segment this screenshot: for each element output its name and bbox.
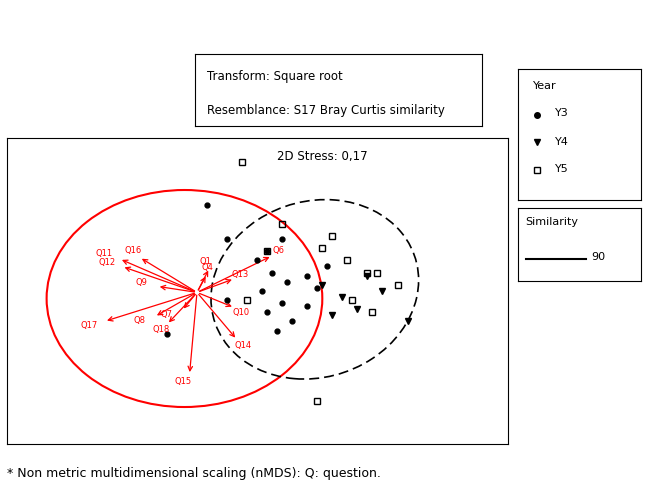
Text: 2D Stress: 0,17: 2D Stress: 0,17 — [277, 150, 367, 163]
Text: Q11: Q11 — [96, 249, 113, 258]
Text: Q4: Q4 — [201, 263, 213, 273]
Text: Q1: Q1 — [200, 257, 212, 266]
Text: Resemblance: S17 Bray Curtis similarity: Resemblance: S17 Bray Curtis similarity — [207, 105, 445, 117]
Text: Q8: Q8 — [133, 316, 145, 325]
Text: Q10: Q10 — [232, 308, 249, 317]
Text: Q7: Q7 — [161, 310, 173, 319]
Text: Q6: Q6 — [272, 246, 284, 255]
Text: 90: 90 — [592, 252, 605, 262]
Text: Y5: Y5 — [555, 164, 569, 174]
Text: Q12: Q12 — [98, 258, 115, 267]
Text: Q17: Q17 — [81, 320, 98, 330]
Text: Year: Year — [533, 81, 557, 91]
Text: Q14: Q14 — [234, 341, 252, 350]
Text: Q13: Q13 — [232, 271, 249, 280]
Text: Y4: Y4 — [555, 137, 569, 146]
Text: Similarity: Similarity — [525, 217, 579, 227]
Text: Q15: Q15 — [175, 377, 192, 386]
Text: Q16: Q16 — [125, 246, 142, 255]
Text: Y3: Y3 — [555, 108, 569, 118]
Text: Q9: Q9 — [136, 278, 148, 287]
Text: Q18: Q18 — [152, 325, 169, 334]
Text: * Non metric multidimensional scaling (nMDS): Q: question.: * Non metric multidimensional scaling (n… — [7, 467, 380, 480]
Text: Transform: Square root: Transform: Square root — [207, 70, 342, 83]
